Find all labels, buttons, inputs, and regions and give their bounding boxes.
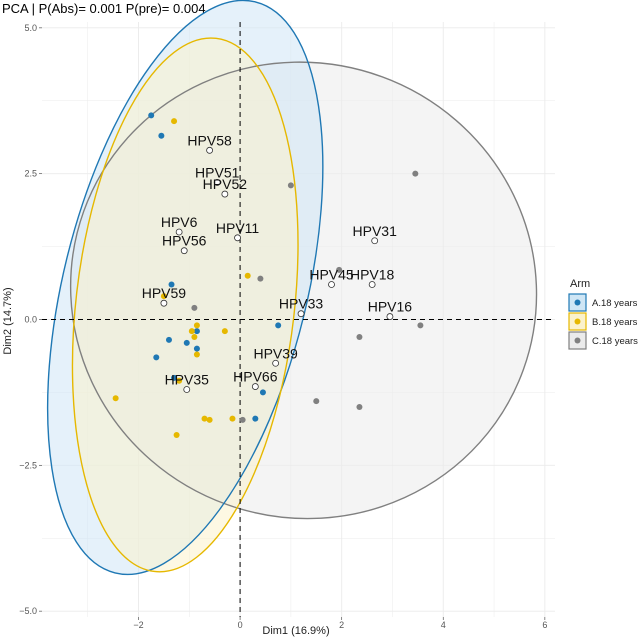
data-point-series-3 [191,304,198,311]
legend-title: Arm [570,278,590,290]
data-point-series-2 [173,432,180,438]
ellipse-outline-3 [69,61,538,520]
loading-label: HPV35 [165,372,210,388]
loading-marker [175,228,183,236]
y-axis-label: Dim2 (14.7%) [2,287,14,354]
data-point-series-3 [336,266,343,273]
chart-title: PCA | P(Abs)= 0.001 P(pre)= 0.004 [2,1,206,16]
data-point-series-1 [252,415,259,422]
ellipse-outline-2 [71,37,299,573]
data-point-series-1 [171,374,178,381]
x-tick-label: 0 [238,620,243,630]
loading-marker [160,299,168,307]
data-point-series-1 [148,112,155,119]
data-point-series-1 [193,345,200,352]
data-point-series-1 [193,328,200,335]
data-point-series-2 [171,118,178,125]
loading-label: HPV33 [279,296,324,312]
loading-label: HPV56 [162,233,207,249]
y-tick-label: −2.5 [19,460,37,470]
y-tick-label: −5.0 [19,606,37,616]
data-point-series-2 [176,377,183,384]
loading-label: HPV59 [142,285,187,301]
data-point-series-2 [201,415,208,422]
data-point-series-1 [259,389,266,396]
loading-marker [180,247,188,255]
loading-marker [272,359,280,367]
loading-label: HPV6 [161,214,198,230]
loading-marker [368,281,376,288]
x-tick-label: 2 [339,620,344,630]
x-tick-label: 6 [542,620,547,630]
data-point-series-3 [356,404,363,410]
data-point-series-3 [239,416,246,423]
legend-label: C.18 years [592,336,638,347]
loading-marker [183,386,191,393]
x-axis-label: Dim1 (16.9%) [262,625,329,637]
legend-label: B.18 years [592,317,638,328]
data-point-series-2 [188,328,195,335]
data-point-series-1 [153,354,160,361]
y-tick-label: 5.0 [24,23,37,33]
loading-marker [234,234,241,242]
data-point-series-3 [313,398,320,405]
x-tick-label: −2 [133,620,143,630]
legend-key-point [574,299,581,306]
loading-label: HPV39 [253,345,298,361]
loading-marker [297,310,305,318]
y-tick-label: 0.0 [24,315,37,325]
y-tick-label: 2.5 [24,169,37,179]
loading-marker [371,237,379,245]
data-point-series-2 [206,416,213,423]
data-point-series-3 [412,170,419,177]
legend-key-point [574,337,581,344]
loading-marker [206,146,214,154]
loading-label: HPV51 [195,164,240,180]
loading-label: HPV18 [350,267,395,283]
data-point-series-2 [112,395,119,402]
data-point-series-2 [193,322,200,329]
data-point-series-2 [221,328,228,335]
data-point-series-2 [160,293,167,300]
loading-marker [221,190,229,198]
data-point-series-2 [229,415,236,422]
data-point-series-3 [417,322,424,329]
loading-marker [213,179,221,186]
data-point-series-1 [183,339,190,346]
legend-label: A.18 years [592,298,638,309]
ellipse-outline-1 [46,0,324,576]
data-point-series-3 [257,275,264,282]
data-point-series-2 [191,334,198,340]
loading-label: HPV58 [187,132,232,148]
loading-label: HPV66 [233,369,278,385]
reference-lines [42,22,555,617]
loading-marker [328,281,335,288]
data-point-series-1 [158,132,165,139]
data-point-series-1 [165,336,172,343]
loading-label: HPV11 [216,220,260,236]
data-point-series-2 [193,351,200,358]
x-tick-label: 4 [441,620,446,630]
data-point-series-1 [275,322,282,329]
loading-label: HPV52 [203,176,248,192]
legend-key-point [574,318,581,325]
data-point-series-2 [244,272,251,279]
individual-points [112,112,424,438]
loading-label: HPV31 [353,223,398,239]
axis-ticks: −2 0 2 4 6 −5.0 −2.5 0.0 2.5 5.0 [19,23,547,630]
loading-marker [386,313,394,320]
data-point-series-3 [356,334,363,340]
confidence-ellipses [46,0,538,576]
data-point-series-3 [287,182,294,189]
loading-marker [251,383,259,390]
loading-label: HPV45 [309,267,354,283]
loading-label: HPV16 [368,299,413,315]
data-point-series-1 [168,281,175,288]
